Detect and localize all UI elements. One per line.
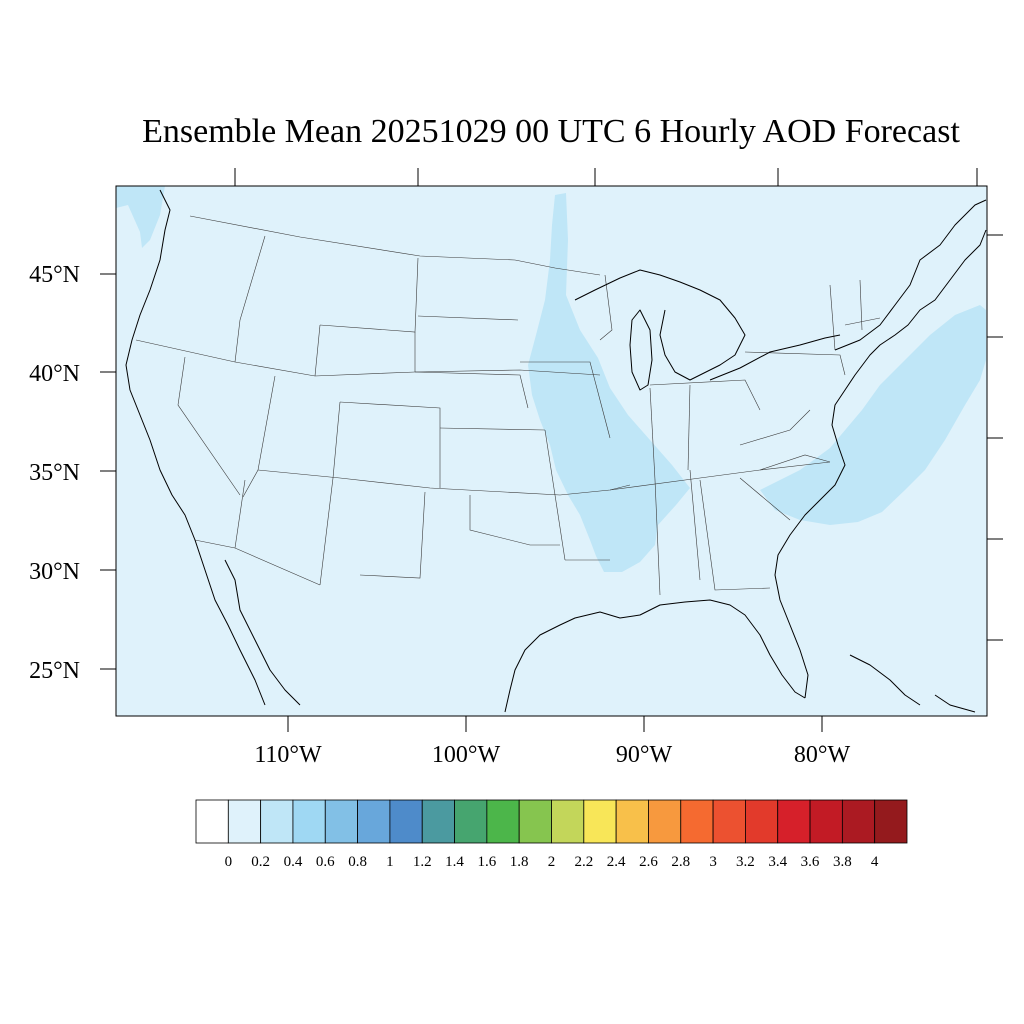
colorbar-swatch [486,799,520,844]
lat-tick-label: 30°N [29,559,80,585]
colorbar-label: 2 [548,854,556,870]
longitude-labels: 110°W 100°W 90°W 80°W [254,742,850,768]
colorbar-swatch [324,799,358,844]
cuba-bahamas [849,654,976,713]
lon-tick-label: 90°W [616,742,673,768]
lake-michigan [629,309,653,391]
colorbar-label: 0.6 [316,854,335,870]
colorbar-label: 0.4 [284,854,303,870]
lat-tick-label: 40°N [29,361,80,387]
colorbar-swatch [745,799,779,844]
state-boundaries [135,215,881,596]
colorbar-label: 1.8 [510,854,529,870]
colorbar-label: 3 [709,854,717,870]
colorbar-label: 2.2 [574,854,593,870]
lake-erie-ontario [709,334,841,381]
colorbar-swatch [357,799,391,844]
colorbar-swatch [518,799,552,844]
colorbar-swatch [195,799,229,844]
top-tick-marks [234,168,978,186]
lon-tick-label: 100°W [432,742,501,768]
colorbar-label: 2.6 [639,854,658,870]
colorbar-label: 3.2 [736,854,755,870]
colorbar-swatch [454,799,488,844]
colorbar-label: 1.6 [477,854,496,870]
baja-peninsula [224,559,301,706]
aod-plume-atlantic [760,305,986,525]
colorbar-label: 3.4 [768,854,787,870]
lat-tick-label: 45°N [29,262,80,288]
colorbar-swatch [389,799,423,844]
colorbar-label: 4 [871,854,879,870]
colorbar-swatch [292,799,326,844]
colorbar-swatch [680,799,714,844]
lat-tick-label: 25°N [29,658,80,684]
colorbar-swatch [583,799,617,844]
colorbar-swatch [777,799,811,844]
right-tick-marks [987,234,1003,641]
colorbar-labels: 0 0.2 0.4 0.6 0.8 1 1.2 1.4 1.6 1.8 2 2.2 2.4 2.6 2.8 3… [225,854,879,870]
colorbar-label: 0 [225,854,233,870]
lat-tick-label: 35°N [29,460,80,486]
left-tick-marks [100,273,116,670]
colorbar-swatch [712,799,746,844]
latitude-labels: 45°N 40°N 35°N 30°N 25°N [29,262,80,684]
colorbar-label: 2.4 [607,854,626,870]
colorbar-swatch [227,799,262,844]
colorbar-swatch [874,799,908,844]
lon-tick-label: 80°W [794,742,851,768]
colorbar-swatch [648,799,682,844]
colorbar-swatch [551,799,585,844]
colorbar-swatch [260,799,294,844]
aod-plume-mississippi [528,193,690,572]
great-lakes-shore [574,269,746,381]
colorbar-label: 1 [386,854,394,870]
colorbar-label: 0.8 [348,854,367,870]
bottom-tick-marks [287,716,823,732]
colorbar-swatch [615,799,649,844]
colorbar-label: 3.8 [833,854,852,870]
colorbar-label: 1.2 [413,854,432,870]
northeast-coast [834,199,987,351]
west-coast [125,189,266,706]
colorbar [195,799,908,844]
colorbar-swatch [841,799,876,844]
colorbar-label: 0.2 [251,854,270,870]
colorbar-swatch [421,799,455,844]
aod-plume-layer [116,186,986,572]
lon-tick-label: 110°W [254,742,322,768]
aod-plume-northwest [116,186,165,248]
colorbar-label: 3.6 [801,854,820,870]
colorbar-label: 2.8 [671,854,690,870]
gulf-coast [504,599,806,713]
map-panel [100,168,1003,732]
colorbar-label: 1.4 [445,854,464,870]
coastlines [125,189,987,713]
florida-east-coast [774,229,987,699]
colorbar-swatch [809,799,843,844]
map-frame [115,185,988,717]
chart-title: Ensemble Mean 20251029 00 UTC 6 Hourly A… [142,113,960,150]
